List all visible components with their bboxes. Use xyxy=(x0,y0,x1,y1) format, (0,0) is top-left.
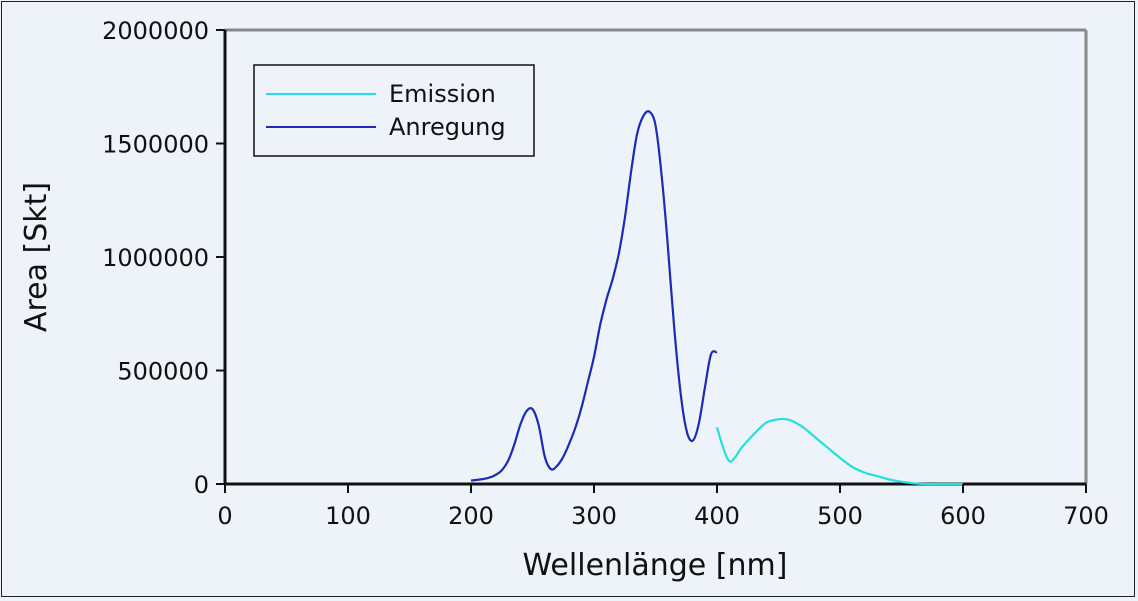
legend: Emission Anregung xyxy=(253,64,535,157)
x-tick-label: 300 xyxy=(571,502,617,530)
y-tick-label: 500000 xyxy=(117,358,209,386)
x-tick-label: 0 xyxy=(217,502,232,530)
series-layer xyxy=(470,110,963,486)
legend-label-anregung: Anregung xyxy=(389,113,506,141)
x-tick-label: 100 xyxy=(325,502,371,530)
x-tick-label: 500 xyxy=(817,502,863,530)
x-axis-title: Wellenlänge [nm] xyxy=(523,548,788,583)
x-tick-label: 400 xyxy=(694,502,740,530)
y-tick-label: 2000000 xyxy=(102,17,209,45)
x-axis-ticks: 0 100 200 300 400 500 600 700 xyxy=(217,484,1109,530)
y-tick-label: 1000000 xyxy=(102,244,209,272)
x-tick-label: 200 xyxy=(448,502,494,530)
legend-label-emission: Emission xyxy=(389,80,496,108)
y-axis-title: Area [Skt] xyxy=(19,182,54,332)
x-tick-label: 600 xyxy=(940,502,986,530)
series-line-emission xyxy=(715,417,963,486)
y-axis-ticks: 0 500000 1000000 1500000 2000000 xyxy=(102,17,225,499)
y-tick-label: 1500000 xyxy=(102,131,209,159)
x-tick-label: 700 xyxy=(1063,502,1109,530)
series-line-anregung xyxy=(470,110,718,482)
y-tick-label: 0 xyxy=(194,471,209,499)
legend-box xyxy=(253,64,535,157)
